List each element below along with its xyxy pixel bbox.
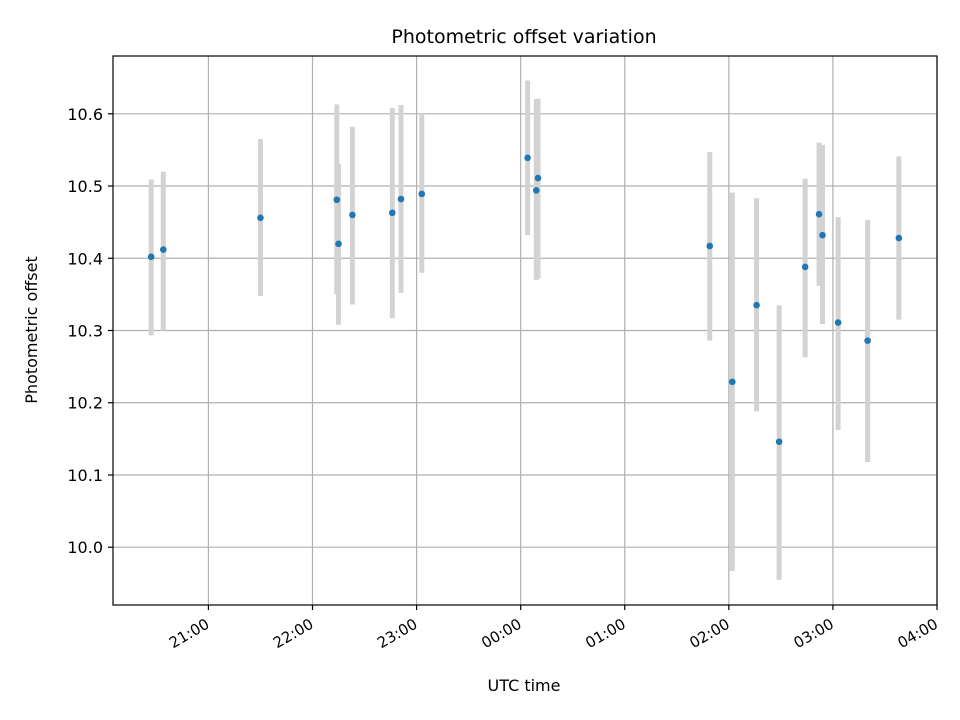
x-axis-label: UTC time (488, 676, 561, 695)
data-point (729, 378, 736, 386)
data-point (147, 253, 155, 261)
y-axis-ticks: 10.0 10.1 10.2 10.3 10.4 10.5 10.6 (67, 105, 113, 557)
data-point (532, 187, 540, 194)
y-tick-label: 10.5 (67, 177, 103, 196)
data-point (333, 196, 341, 204)
x-tick-label: 01:00 (582, 615, 628, 652)
x-tick-label: 21:00 (166, 615, 212, 652)
data-point (815, 210, 823, 218)
data-point (349, 211, 356, 219)
data-point (335, 240, 342, 248)
data-point (801, 263, 809, 271)
data-point (397, 195, 405, 203)
y-tick-label: 10.1 (67, 466, 103, 485)
x-axis-ticks: 21:00 22:00 23:00 00:00 01:00 02:00 03:00 04:00 (166, 605, 941, 652)
data-point (834, 319, 842, 326)
data-point (819, 231, 826, 239)
data-point (160, 246, 167, 253)
y-tick-label: 10.6 (67, 105, 103, 124)
x-tick-label: 03:00 (790, 615, 836, 652)
data-point (864, 337, 871, 344)
x-tick-label: 00:00 (478, 615, 524, 652)
x-tick-label: 23:00 (374, 615, 420, 652)
y-tick-label: 10.3 (67, 322, 103, 341)
data-points (147, 154, 903, 446)
data-point (753, 301, 760, 309)
data-point (524, 154, 531, 162)
chart-title: Photometric offset variation (391, 26, 656, 48)
y-tick-label: 10.4 (67, 249, 103, 268)
x-tick-label: 02:00 (686, 615, 732, 652)
data-point (418, 190, 426, 198)
data-point (895, 234, 903, 242)
data-point (388, 209, 396, 217)
y-axis-label: Photometric offset (22, 256, 41, 404)
x-tick-label: 22:00 (270, 615, 316, 652)
data-point (534, 174, 542, 182)
gridlines (113, 56, 938, 605)
x-tick-label: 04:00 (895, 615, 941, 652)
data-point (706, 242, 714, 250)
data-point (775, 438, 783, 446)
y-tick-label: 10.2 (67, 394, 103, 413)
data-point (257, 214, 264, 222)
y-tick-label: 10.0 (67, 538, 103, 557)
